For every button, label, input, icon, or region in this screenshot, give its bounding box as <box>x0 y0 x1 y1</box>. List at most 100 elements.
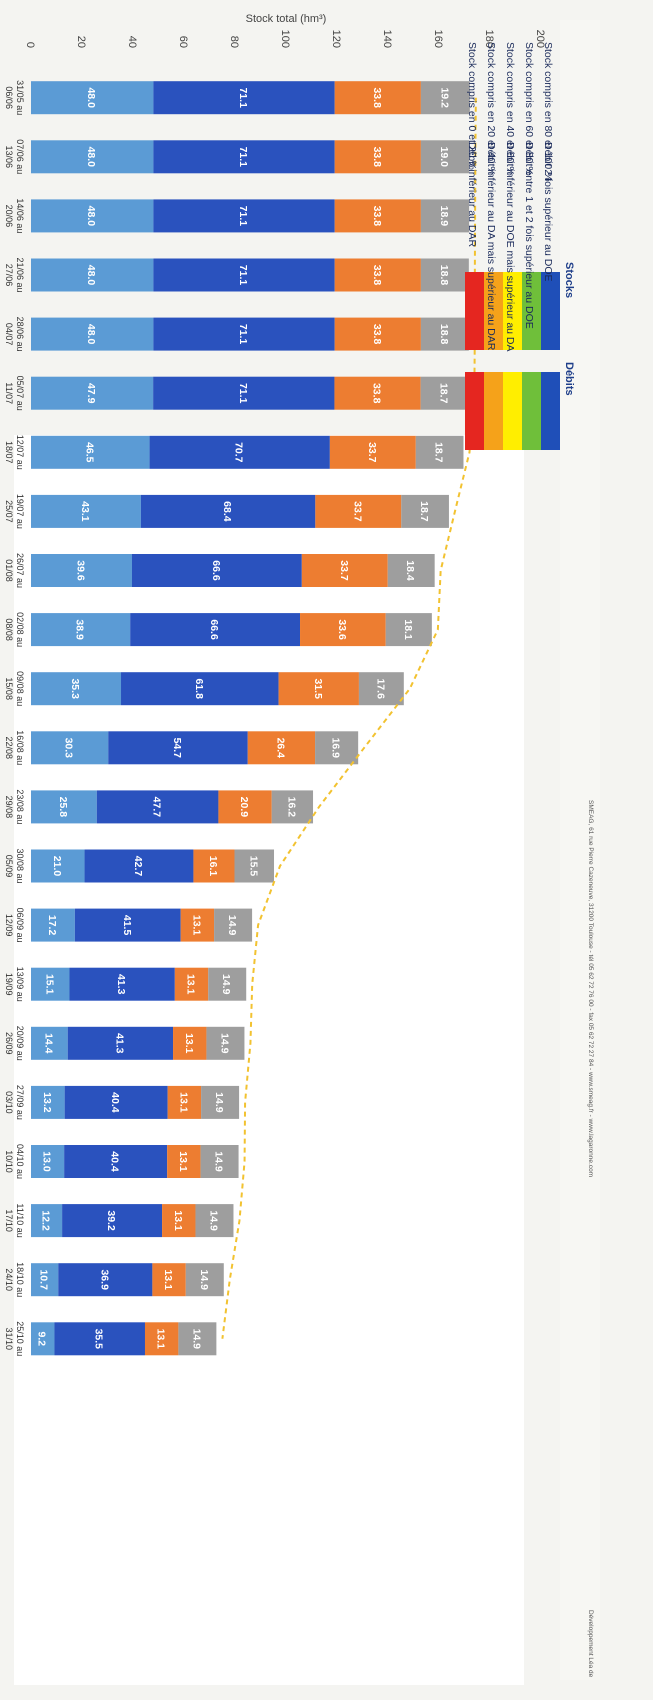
y-tick-label: 200 <box>534 30 546 48</box>
bar-value-label: 48.0 <box>85 87 97 108</box>
legend-color-swatch <box>541 272 560 350</box>
bar-tarn <box>180 908 215 942</box>
x-tick-label: 20/06 <box>4 205 14 228</box>
x-tick-label: 18/07 <box>4 441 14 464</box>
bar-value-label: 30.3 <box>63 738 75 759</box>
bar-neste-gascogne <box>30 908 75 942</box>
bar-value-label: 26.4 <box>274 738 286 759</box>
y-tick-label: 80 <box>228 36 240 48</box>
bar-value-label: 14.9 <box>213 1092 225 1113</box>
x-tick-label: 04/10 au <box>15 1144 25 1179</box>
bar-garonne <box>121 672 279 706</box>
bar-value-label: 71.1 <box>237 383 249 404</box>
x-tick-label: 01/08 <box>4 559 14 582</box>
bar-value-label: 16.2 <box>285 797 297 818</box>
bar-tarn <box>167 1145 201 1178</box>
bar-garonne <box>140 494 316 528</box>
bar-value-label: 42.7 <box>132 856 144 877</box>
bar-value-label: 18.7 <box>418 501 430 522</box>
bar-value-label: 14.9 <box>198 1269 210 1290</box>
x-tick-label: 25/07 <box>4 500 14 523</box>
bar-value-label: 66.6 <box>210 560 222 581</box>
bar-tarn <box>300 613 386 647</box>
footer-address: SMEAG, 61 rue Pierre Cazeneuve, 31200 To… <box>587 800 594 1177</box>
bar-neste-gascogne <box>30 1204 63 1238</box>
bar-neste-gascogne <box>31 1145 65 1178</box>
legend-color-swatch <box>503 372 522 450</box>
bar-aveyron <box>385 613 432 647</box>
legend-color-swatch <box>484 372 503 450</box>
bar-neste-gascogne <box>31 731 109 765</box>
bar-aveyron <box>214 908 253 942</box>
bar-value-label: 61.8 <box>193 678 205 699</box>
bar-value-label: 33.8 <box>371 383 383 404</box>
bar-neste-gascogne <box>30 1263 59 1297</box>
bar-value-label: 33.8 <box>371 265 383 286</box>
x-tick-label: 24/10 <box>4 1268 14 1291</box>
bar-value-label: 33.8 <box>371 87 383 108</box>
bar-value-label: 33.8 <box>371 147 383 168</box>
bar-value-label: 13.1 <box>183 1033 195 1054</box>
legend-color-label: Débit 2 fois supérieur au DOE <box>542 142 554 281</box>
bar-value-label: 21.0 <box>51 856 63 877</box>
bar-tarn <box>144 1322 179 1356</box>
legend-color-swatch <box>465 272 484 350</box>
bar-value-label: 14.9 <box>213 1151 225 1172</box>
x-tick-label: 22/08 <box>4 737 14 760</box>
bar-value-label: 38.9 <box>74 619 86 640</box>
x-tick-label: 27/09 au <box>15 1085 25 1120</box>
x-tick-label: 10/10 <box>4 1150 14 1173</box>
bar-neste-gascogne <box>30 376 154 410</box>
bar-value-label: 47.7 <box>151 797 163 818</box>
bar-tarn <box>301 554 388 587</box>
bar-aveyron <box>195 1204 234 1238</box>
bar-aveyron <box>208 967 247 1001</box>
bar-value-label: 12.2 <box>40 1210 52 1231</box>
bar-value-label: 14.9 <box>207 1210 219 1231</box>
x-tick-label: 07/06 au <box>15 139 25 174</box>
bar-value-label: 16.1 <box>207 856 219 877</box>
y-tick-label: 120 <box>330 30 342 48</box>
x-tick-label: 28/06 au <box>15 317 25 352</box>
bar-value-label: 25.8 <box>57 797 69 818</box>
legend-color-label: Débit inférieur au DOE mais supérieur au… <box>504 142 516 352</box>
bar-value-label: 19.2 <box>438 87 450 108</box>
bar-value-label: 39.6 <box>74 560 86 581</box>
bar-aveyron <box>358 672 404 706</box>
bar-value-label: 41.3 <box>113 1033 125 1054</box>
bar-aveyron <box>420 376 469 410</box>
bar-tarn <box>173 1026 207 1060</box>
x-tick-label: 03/10 <box>4 1091 14 1114</box>
x-tick-label: 04/07 <box>4 323 14 346</box>
bar-value-label: 33.8 <box>371 206 383 227</box>
x-tick-label: 05/09 <box>4 855 14 878</box>
bar-value-label: 35.3 <box>69 678 81 699</box>
bar-neste-gascogne <box>31 672 122 706</box>
bar-value-label: 14.9 <box>220 974 232 995</box>
x-tick-label: 26/09 <box>4 1032 14 1055</box>
bar-tarn <box>329 435 416 469</box>
bar-value-label: 33.6 <box>336 619 348 640</box>
legend-color-swatch <box>522 372 541 450</box>
bar-tarn <box>334 199 421 233</box>
x-tick-label: 08/08 <box>4 618 14 641</box>
bar-neste-gascogne <box>30 790 97 824</box>
bar-garonne <box>69 967 175 1001</box>
bar-tarn <box>278 672 359 706</box>
bar-neste-gascogne <box>31 435 150 469</box>
bar-tarn <box>334 376 421 410</box>
x-tick-label: 18/10 au <box>15 1262 25 1297</box>
bar-value-label: 18.9 <box>438 206 450 227</box>
legend-color-swatch <box>484 272 503 350</box>
bar-value-label: 18.7 <box>437 383 449 404</box>
bar-value-label: 13.1 <box>162 1269 174 1290</box>
x-tick-label: 31/10 <box>4 1328 14 1351</box>
bar-tarn <box>162 1204 196 1238</box>
bar-value-label: 48.0 <box>85 265 97 286</box>
legend-color-label: Stock compris en 60 et 80 % <box>523 42 535 176</box>
bar-value-label: 31.5 <box>312 678 324 699</box>
bar-value-label: 13.1 <box>177 1151 189 1172</box>
bar-value-label: 9.2 <box>36 1331 48 1346</box>
bar-tarn <box>152 1263 186 1297</box>
